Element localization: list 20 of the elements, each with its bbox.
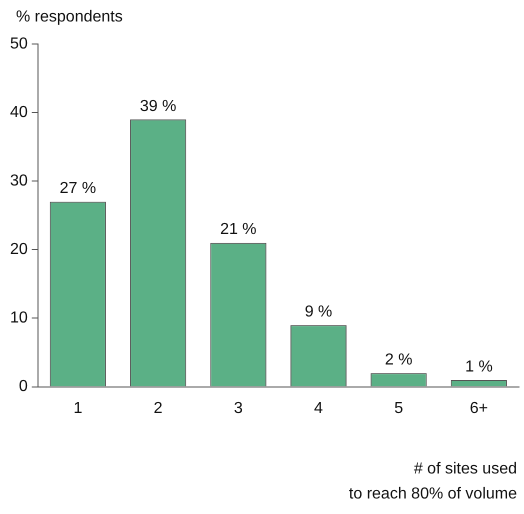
x-tick-label: 3 <box>234 400 243 417</box>
x-tick-label: 2 <box>154 400 163 417</box>
x-axis-title: # of sites used to reach 80% of volume <box>348 460 518 502</box>
data-label: 1 % <box>465 358 493 376</box>
y-tick-label: 10 <box>10 310 28 327</box>
y-axis-title: % respondents <box>16 8 123 26</box>
y-tick-label: 30 <box>10 172 28 190</box>
y-tick-label: 20 <box>10 241 28 258</box>
data-label: 9 % <box>304 304 332 320</box>
x-tick-label: 5 <box>394 400 404 417</box>
y-tick-label: 0 <box>18 378 28 396</box>
y-tick-label: 50 <box>10 35 28 52</box>
data-label: 21 % <box>220 221 257 238</box>
data-label: 2 % <box>384 351 412 368</box>
data-label: 27 % <box>60 180 96 198</box>
x-tick-label: 6+ <box>470 400 488 417</box>
data-label: 39 % <box>140 98 176 115</box>
y-tick-label: 40 <box>10 104 28 121</box>
x-tick-label: 1 <box>73 400 82 417</box>
x-tick-label: 4 <box>314 400 324 417</box>
